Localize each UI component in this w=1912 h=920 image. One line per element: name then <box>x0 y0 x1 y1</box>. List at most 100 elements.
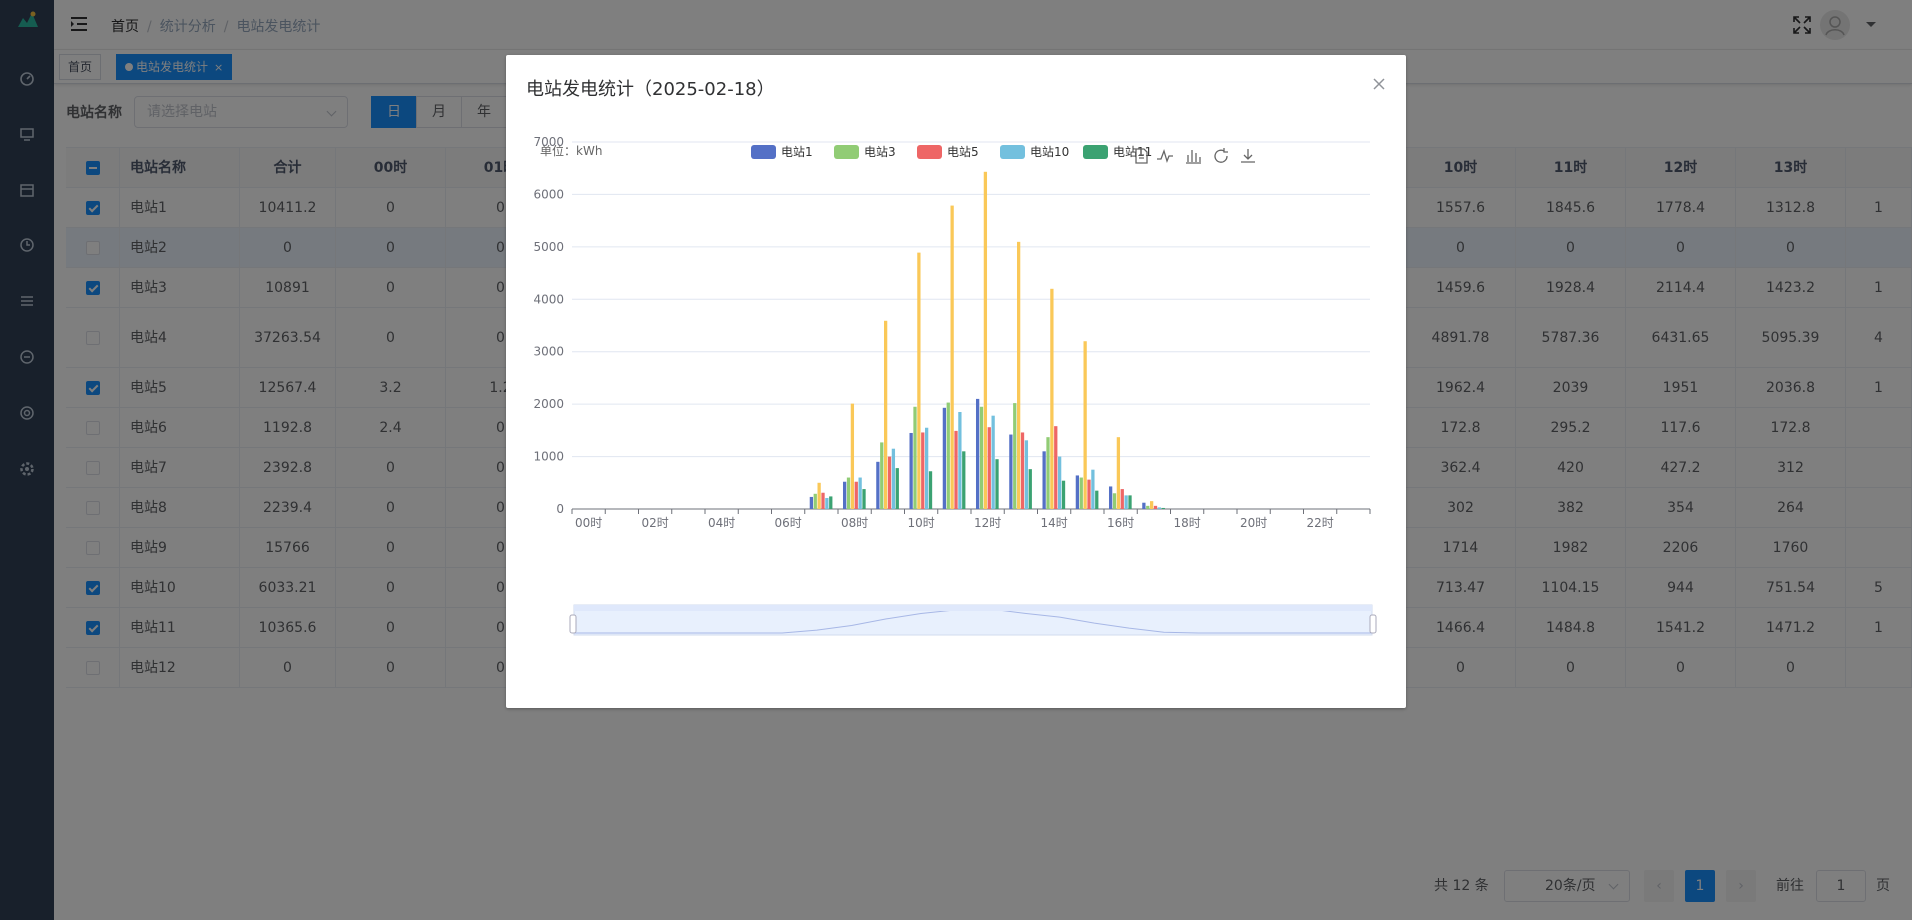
y-tick-label: 2000 <box>533 397 564 411</box>
bar <box>809 496 814 509</box>
y-tick-label: 4000 <box>533 292 564 306</box>
y-tick-label: 0 <box>556 502 564 516</box>
bar <box>883 320 888 509</box>
bar <box>880 442 884 509</box>
bar <box>1028 469 1032 509</box>
y-tick-label: 1000 <box>533 450 564 464</box>
bar <box>1116 437 1121 509</box>
bar <box>991 415 995 509</box>
bar <box>862 489 866 509</box>
bar <box>942 407 947 509</box>
y-tick-label: 6000 <box>533 187 564 201</box>
bar <box>1016 241 1021 509</box>
bar <box>858 477 862 509</box>
legend-label: 电站3 <box>864 145 896 159</box>
unit-label: 单位：kWh <box>540 143 602 158</box>
bar <box>962 451 966 509</box>
legend-label: 电站10 <box>1030 145 1069 159</box>
bar <box>829 496 833 509</box>
bar <box>846 477 851 509</box>
bar <box>854 481 858 509</box>
datazoom-handle-right[interactable] <box>1369 614 1377 634</box>
chart-dialog: 电站发电统计（2025-02-18） 单位：kWh 0 1000 2000 3000 40… <box>506 55 1406 708</box>
bar <box>1013 403 1017 509</box>
bar <box>1142 502 1146 509</box>
bar <box>1149 501 1154 509</box>
bar <box>954 430 958 509</box>
bar <box>1087 479 1091 509</box>
bar <box>876 461 880 509</box>
x-tick-label: 20时 <box>1240 516 1267 530</box>
bar <box>1050 288 1054 509</box>
x-tick-label: 14时 <box>1040 516 1067 530</box>
bar <box>917 252 921 510</box>
bar <box>928 471 933 509</box>
bar <box>950 205 954 510</box>
bar <box>979 406 984 509</box>
bar <box>1112 493 1117 509</box>
y-tick-label: 7000 <box>533 135 564 149</box>
y-tick-label: 3000 <box>533 345 564 359</box>
bar <box>1075 475 1080 509</box>
datazoom-bar <box>574 605 1372 611</box>
bar <box>817 482 821 509</box>
bar <box>825 497 829 509</box>
bar <box>842 481 847 509</box>
bar <box>1146 505 1150 509</box>
bar <box>913 406 917 509</box>
bar <box>1054 426 1058 509</box>
x-tick-label: 00时 <box>575 516 602 530</box>
x-tick-label: 22时 <box>1306 516 1333 530</box>
bar <box>1024 440 1029 509</box>
bar <box>1095 490 1099 509</box>
x-tick-label: 18时 <box>1173 516 1200 530</box>
bar <box>995 459 999 509</box>
datazoom-handle-left[interactable] <box>569 614 577 634</box>
bar <box>1108 486 1113 509</box>
x-tick-label: 06时 <box>774 516 801 530</box>
bar <box>1058 456 1062 509</box>
x-tick-label: 02时 <box>641 516 668 530</box>
bar <box>1009 434 1013 509</box>
bar <box>958 412 962 509</box>
legend-label: 电站5 <box>947 145 979 159</box>
bar <box>895 468 899 509</box>
data-view-icon[interactable] <box>1135 148 1148 164</box>
power-bar-chart: 单位：kWh 0 1000 2000 3000 4000 5000 6000 7000 00时 02… <box>533 135 1377 636</box>
legend-swatch <box>1000 145 1025 159</box>
dialog-title: 电站发电统计（2025-02-18） <box>526 79 775 100</box>
bar <box>975 398 980 509</box>
legend-swatch <box>917 145 942 159</box>
y-tick-label: 5000 <box>533 240 564 254</box>
bar <box>1161 507 1165 509</box>
bar <box>1079 477 1083 509</box>
bar <box>909 432 913 509</box>
bar <box>1128 495 1132 509</box>
line-icon[interactable] <box>1157 148 1173 163</box>
bar <box>921 432 925 509</box>
legend-swatch <box>751 145 776 159</box>
bar <box>891 448 896 509</box>
bar <box>1120 489 1124 509</box>
bar <box>1157 507 1162 509</box>
bar <box>813 493 817 509</box>
bar <box>1046 437 1050 509</box>
legend-swatch <box>834 145 859 159</box>
x-tick-label: 12时 <box>974 516 1001 530</box>
bar <box>887 456 892 509</box>
bar <box>1042 451 1046 509</box>
x-tick-label: 16时 <box>1107 516 1134 530</box>
restore-icon[interactable] <box>1214 148 1228 163</box>
bar <box>1091 469 1095 509</box>
bar <box>987 427 991 509</box>
close-icon[interactable] <box>1372 77 1386 91</box>
bar-icon[interactable] <box>1186 150 1201 164</box>
legend-swatch <box>1083 145 1108 159</box>
bar <box>983 171 988 509</box>
x-tick-label: 04时 <box>708 516 735 530</box>
bar <box>850 403 855 509</box>
legend-label: 电站1 <box>781 145 813 159</box>
download-icon[interactable] <box>1241 149 1255 163</box>
bar <box>1061 480 1066 509</box>
x-tick-label: 08时 <box>841 516 868 530</box>
